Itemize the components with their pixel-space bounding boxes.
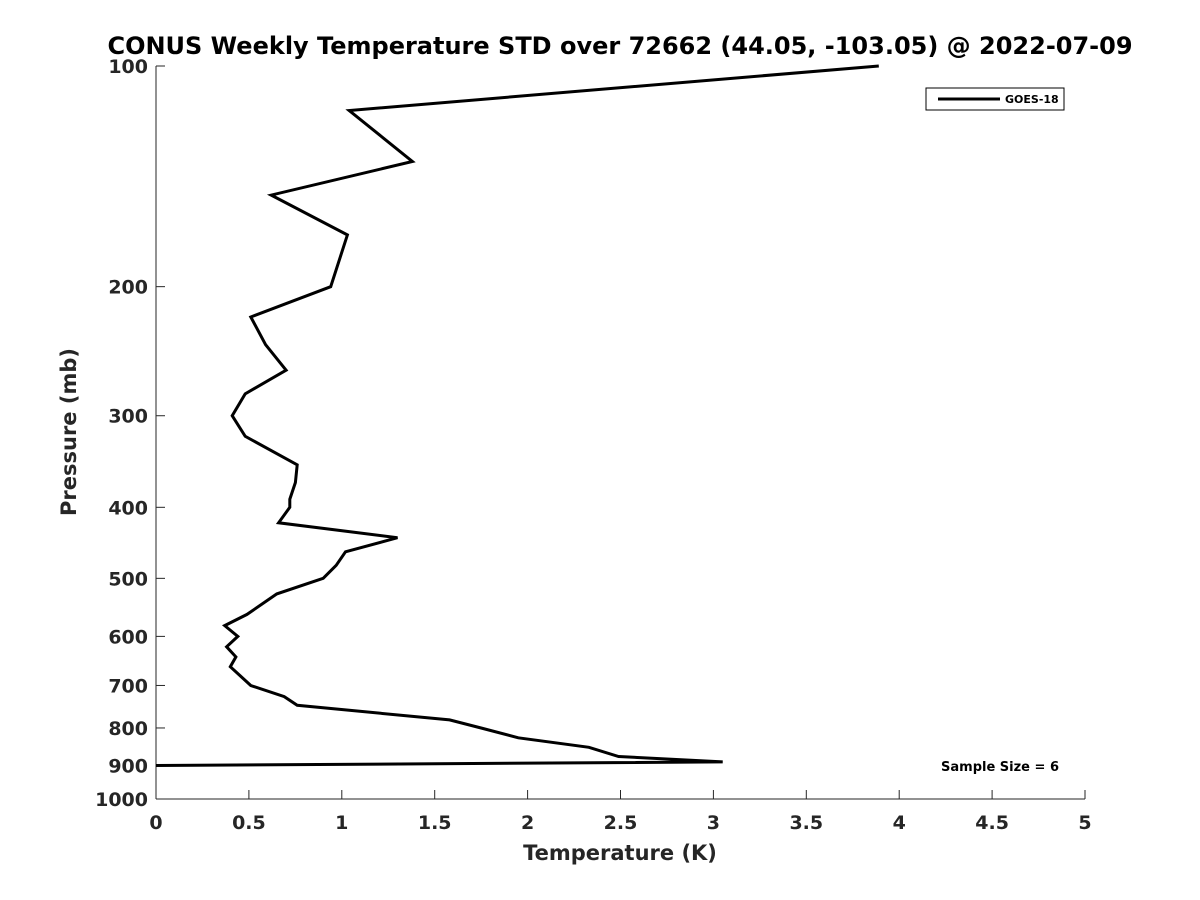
series-layer <box>155 64 879 767</box>
y-tick-label: 300 <box>108 406 148 428</box>
y-tick-label: 400 <box>108 497 148 519</box>
y-tick-label: 100 <box>108 56 148 78</box>
y-tick-label: 600 <box>108 626 148 648</box>
x-tick-label: 4.5 <box>975 812 1009 834</box>
y-tick-label: 1000 <box>95 789 148 811</box>
x-tick-label: 2.5 <box>604 812 638 834</box>
x-axis-label: Temperature (K) <box>523 841 717 865</box>
y-tick-label: 900 <box>108 755 148 777</box>
x-tick-label: 5 <box>1078 812 1091 834</box>
sample-size-annotation: Sample Size = 6 <box>941 760 1059 775</box>
x-tick-label: 3 <box>707 812 720 834</box>
axes: 0 0.5 1 1.5 2 2.5 3 3.5 4 4.5 5 100 200 300 400 500 600 7… <box>95 56 1092 834</box>
y-tick-label: 500 <box>108 568 148 590</box>
x-tick-label: 1.5 <box>418 812 452 834</box>
legend: GOES-18 <box>925 87 1065 111</box>
x-tick-label: 3.5 <box>789 812 823 834</box>
x-tick-label: 0 <box>149 812 162 834</box>
y-tick-label: 700 <box>108 675 148 697</box>
x-tick-label: 2 <box>521 812 534 834</box>
y-tick-label: 200 <box>108 277 148 299</box>
legend-entry-goes-18: GOES-18 <box>1005 93 1059 106</box>
x-tick-label: 1 <box>335 812 348 834</box>
y-axis-label: Pressure (mb) <box>57 348 81 516</box>
y-tick-label: 800 <box>108 718 148 740</box>
x-tick-label: 0.5 <box>232 812 266 834</box>
chart-title: CONUS Weekly Temperature STD over 72662 … <box>107 32 1132 60</box>
series-line-goes-18 <box>155 64 879 767</box>
x-tick-label: 4 <box>893 812 906 834</box>
